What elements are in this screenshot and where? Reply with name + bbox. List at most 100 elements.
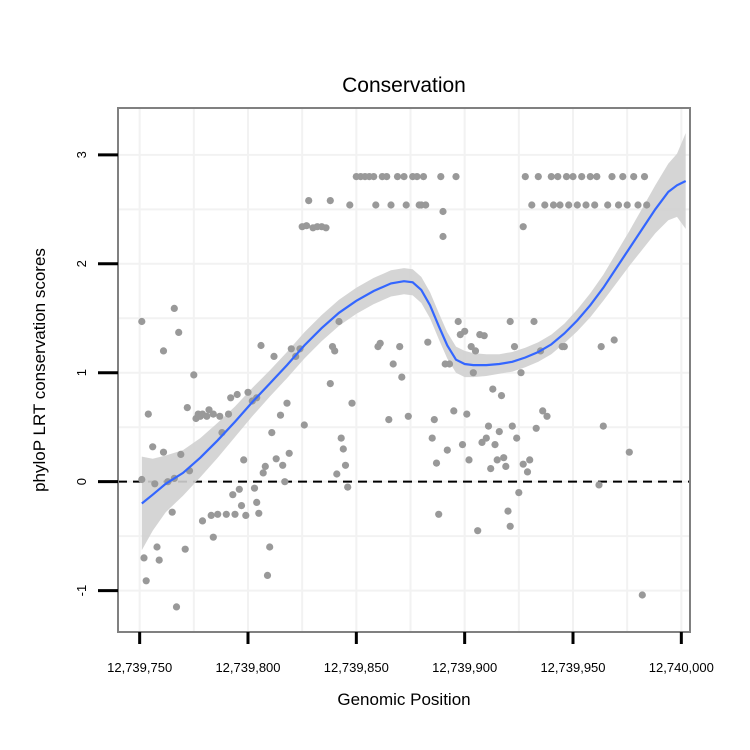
data-point — [402, 201, 410, 209]
data-point — [209, 410, 217, 418]
data-point — [614, 201, 623, 209]
data-point — [439, 232, 447, 241]
data-point — [326, 380, 334, 388]
x-tick-label: 12,739,900 — [432, 660, 497, 675]
data-point — [452, 173, 460, 181]
data-point — [469, 369, 477, 377]
data-point — [172, 603, 181, 611]
data-point — [458, 441, 467, 449]
data-point — [302, 222, 311, 230]
data-point — [560, 343, 568, 351]
y-tick-label: 1 — [74, 369, 89, 376]
data-point — [404, 412, 412, 420]
data-point — [203, 412, 211, 420]
data-point — [439, 207, 447, 216]
y-tick-label: -1 — [74, 585, 89, 597]
data-point — [138, 475, 146, 484]
data-point — [155, 556, 163, 564]
x-tick-label: 12,739,850 — [324, 660, 389, 675]
data-point — [237, 502, 246, 510]
data-point — [229, 491, 237, 499]
x-tick-label: 12,739,950 — [540, 660, 605, 675]
data-point — [279, 461, 287, 469]
data-point — [556, 201, 564, 209]
data-point — [506, 317, 514, 326]
data-point — [250, 484, 259, 492]
data-point — [140, 554, 148, 562]
data-point — [227, 394, 235, 402]
data-point — [495, 428, 503, 436]
data-point — [591, 201, 599, 209]
data-point — [183, 404, 191, 412]
y-axis-title: phyloP LRT conservation scores — [30, 248, 49, 492]
data-point — [435, 510, 443, 518]
data-point — [175, 328, 183, 336]
data-point — [244, 388, 252, 396]
y-tick-label: 0 — [74, 478, 89, 485]
data-point — [259, 469, 267, 477]
data-point — [255, 509, 263, 517]
data-point — [372, 201, 380, 209]
data-point — [385, 416, 393, 424]
data-point — [333, 470, 341, 478]
data-point — [465, 456, 473, 464]
data-point — [214, 510, 222, 518]
data-point — [266, 543, 274, 551]
plot-panel — [118, 108, 690, 632]
data-point — [231, 510, 239, 518]
data-point — [597, 343, 605, 351]
data-point — [207, 511, 215, 519]
data-point — [138, 317, 146, 326]
data-point — [153, 543, 161, 551]
data-point — [337, 434, 345, 442]
data-point — [263, 571, 272, 580]
data-point — [508, 422, 516, 430]
data-point — [521, 173, 529, 181]
data-point — [493, 456, 501, 464]
data-point — [539, 407, 547, 415]
data-point — [281, 478, 289, 486]
data-point — [578, 173, 586, 181]
data-point — [504, 507, 512, 515]
data-point — [387, 201, 395, 209]
data-point — [541, 201, 549, 209]
data-point — [149, 443, 157, 451]
data-point — [419, 173, 428, 181]
data-point — [573, 201, 581, 209]
data-point — [396, 343, 404, 351]
data-point — [283, 399, 291, 407]
y-tick-label: 2 — [74, 260, 89, 267]
data-point — [235, 485, 243, 493]
data-point — [268, 429, 276, 437]
data-point — [513, 434, 521, 442]
data-point — [510, 343, 519, 351]
data-point — [534, 173, 542, 181]
data-point — [285, 449, 293, 457]
data-point — [389, 360, 397, 368]
data-point — [565, 201, 573, 209]
data-point — [450, 407, 458, 415]
data-point — [257, 341, 265, 350]
data-point — [625, 448, 633, 456]
panel-border — [117, 107, 691, 633]
data-point — [638, 591, 646, 599]
data-point — [261, 462, 269, 470]
data-point — [554, 173, 562, 181]
data-point — [398, 373, 406, 381]
data-point — [474, 527, 482, 535]
data-point — [630, 173, 638, 181]
data-point — [562, 173, 571, 181]
data-point — [549, 201, 558, 209]
data-point — [424, 338, 432, 346]
data-point — [144, 410, 152, 418]
data-point — [376, 339, 384, 347]
data-point — [484, 422, 493, 430]
data-point — [593, 173, 601, 181]
data-point — [322, 224, 330, 232]
data-point — [348, 399, 356, 407]
data-point — [216, 412, 224, 420]
smooth-line-group — [141, 180, 687, 505]
data-point — [190, 371, 198, 379]
y-tick-label: 3 — [74, 151, 89, 158]
data-point — [526, 456, 534, 464]
